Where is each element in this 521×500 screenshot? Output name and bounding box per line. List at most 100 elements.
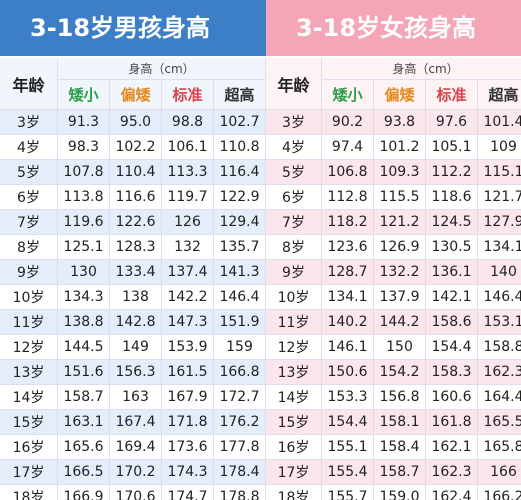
- height-cell: 170.6: [110, 485, 162, 500]
- height-cell: 142.2: [162, 285, 214, 310]
- height-cell: 116.4: [214, 160, 266, 185]
- height-cell: 177.8: [214, 435, 266, 460]
- height-cell: 132.2: [374, 260, 426, 285]
- boys-panel: 3-18岁男孩身高 年龄 身高（cm） 矮小 偏矮 标准 超高 3岁 91.3 95.0 98.8…: [0, 0, 266, 500]
- height-cell: 178.8: [214, 485, 266, 500]
- height-cell: 162.1: [426, 435, 478, 460]
- age-cell: 11岁: [0, 310, 58, 335]
- height-cell: 166: [478, 460, 521, 485]
- height-cell: 97.4: [322, 135, 374, 160]
- height-cell: 109: [478, 135, 521, 160]
- height-cell: 163.1: [58, 410, 110, 435]
- height-cell: 101.2: [374, 135, 426, 160]
- height-cell: 106.8: [322, 160, 374, 185]
- age-cell: 16岁: [266, 435, 322, 460]
- age-cell: 9岁: [0, 260, 58, 285]
- age-header: 年龄: [266, 58, 322, 110]
- height-cell: 167.4: [110, 410, 162, 435]
- age-cell: 7岁: [0, 210, 58, 235]
- height-cell: 142.8: [110, 310, 162, 335]
- age-cell: 11岁: [266, 310, 322, 335]
- height-cell: 153.1: [478, 310, 521, 335]
- column-header: 超高: [478, 80, 521, 110]
- height-cell: 155.7: [322, 485, 374, 500]
- height-cell: 133.4: [110, 260, 162, 285]
- age-cell: 4岁: [266, 135, 322, 160]
- height-cell: 156.3: [110, 360, 162, 385]
- height-cell: 119.7: [162, 185, 214, 210]
- height-cell: 166.8: [214, 360, 266, 385]
- height-cell: 118.6: [426, 185, 478, 210]
- age-cell: 10岁: [0, 285, 58, 310]
- height-cell: 166.9: [58, 485, 110, 500]
- age-cell: 7岁: [266, 210, 322, 235]
- age-cell: 3岁: [0, 110, 58, 135]
- height-cell: 151.6: [58, 360, 110, 385]
- height-cell: 128.3: [110, 235, 162, 260]
- column-header: 超高: [214, 80, 266, 110]
- age-cell: 6岁: [266, 185, 322, 210]
- girls-title: 3-18岁女孩身高: [266, 0, 521, 56]
- height-cell: 158.4: [374, 435, 426, 460]
- height-cell: 116.6: [110, 185, 162, 210]
- height-cell: 119.6: [58, 210, 110, 235]
- height-cell: 172.7: [214, 385, 266, 410]
- height-cell: 102.7: [214, 110, 266, 135]
- height-cell: 113.3: [162, 160, 214, 185]
- height-cell: 101.4: [478, 110, 521, 135]
- age-cell: 8岁: [266, 235, 322, 260]
- height-cell: 174.7: [162, 485, 214, 500]
- height-cell: 102.2: [110, 135, 162, 160]
- height-cell: 146.4: [214, 285, 266, 310]
- height-cell: 160.6: [426, 385, 478, 410]
- height-cell: 146.1: [322, 335, 374, 360]
- height-cell: 165.5: [478, 410, 521, 435]
- age-cell: 4岁: [0, 135, 58, 160]
- height-cell: 115.5: [374, 185, 426, 210]
- height-cell: 162.4: [426, 485, 478, 500]
- height-header: 身高（cm）: [322, 58, 521, 80]
- height-cell: 136.1: [426, 260, 478, 285]
- height-cell: 144.5: [58, 335, 110, 360]
- height-cell: 121.2: [374, 210, 426, 235]
- height-cell: 110.4: [110, 160, 162, 185]
- age-cell: 10岁: [266, 285, 322, 310]
- height-cell: 125.1: [58, 235, 110, 260]
- height-cell: 150: [374, 335, 426, 360]
- height-cell: 98.3: [58, 135, 110, 160]
- height-cell: 122.6: [110, 210, 162, 235]
- column-header: 矮小: [322, 80, 374, 110]
- age-header: 年龄: [0, 58, 58, 110]
- height-cell: 158.8: [478, 335, 521, 360]
- height-cell: 167.9: [162, 385, 214, 410]
- height-cell: 162.3: [478, 360, 521, 385]
- age-cell: 8岁: [0, 235, 58, 260]
- height-cell: 144.2: [374, 310, 426, 335]
- column-header: 标准: [162, 80, 214, 110]
- height-cell: 158.7: [374, 460, 426, 485]
- height-cell: 142.1: [426, 285, 478, 310]
- height-cell: 118.2: [322, 210, 374, 235]
- height-cell: 127.9: [478, 210, 521, 235]
- height-cell: 106.1: [162, 135, 214, 160]
- height-cell: 158.3: [426, 360, 478, 385]
- age-cell: 6岁: [0, 185, 58, 210]
- height-cell: 140: [478, 260, 521, 285]
- height-cell: 105.1: [426, 135, 478, 160]
- height-cell: 165.8: [478, 435, 521, 460]
- height-cell: 149: [110, 335, 162, 360]
- height-cell: 132: [162, 235, 214, 260]
- height-cell: 165.6: [58, 435, 110, 460]
- height-cell: 112.8: [322, 185, 374, 210]
- height-cell: 159: [214, 335, 266, 360]
- height-cell: 138: [110, 285, 162, 310]
- age-cell: 13岁: [0, 360, 58, 385]
- height-cell: 141.3: [214, 260, 266, 285]
- height-cell: 171.8: [162, 410, 214, 435]
- height-cell: 93.8: [374, 110, 426, 135]
- height-header: 身高（cm）: [58, 58, 266, 80]
- height-cell: 138.8: [58, 310, 110, 335]
- column-header: 偏矮: [110, 80, 162, 110]
- height-cell: 113.8: [58, 185, 110, 210]
